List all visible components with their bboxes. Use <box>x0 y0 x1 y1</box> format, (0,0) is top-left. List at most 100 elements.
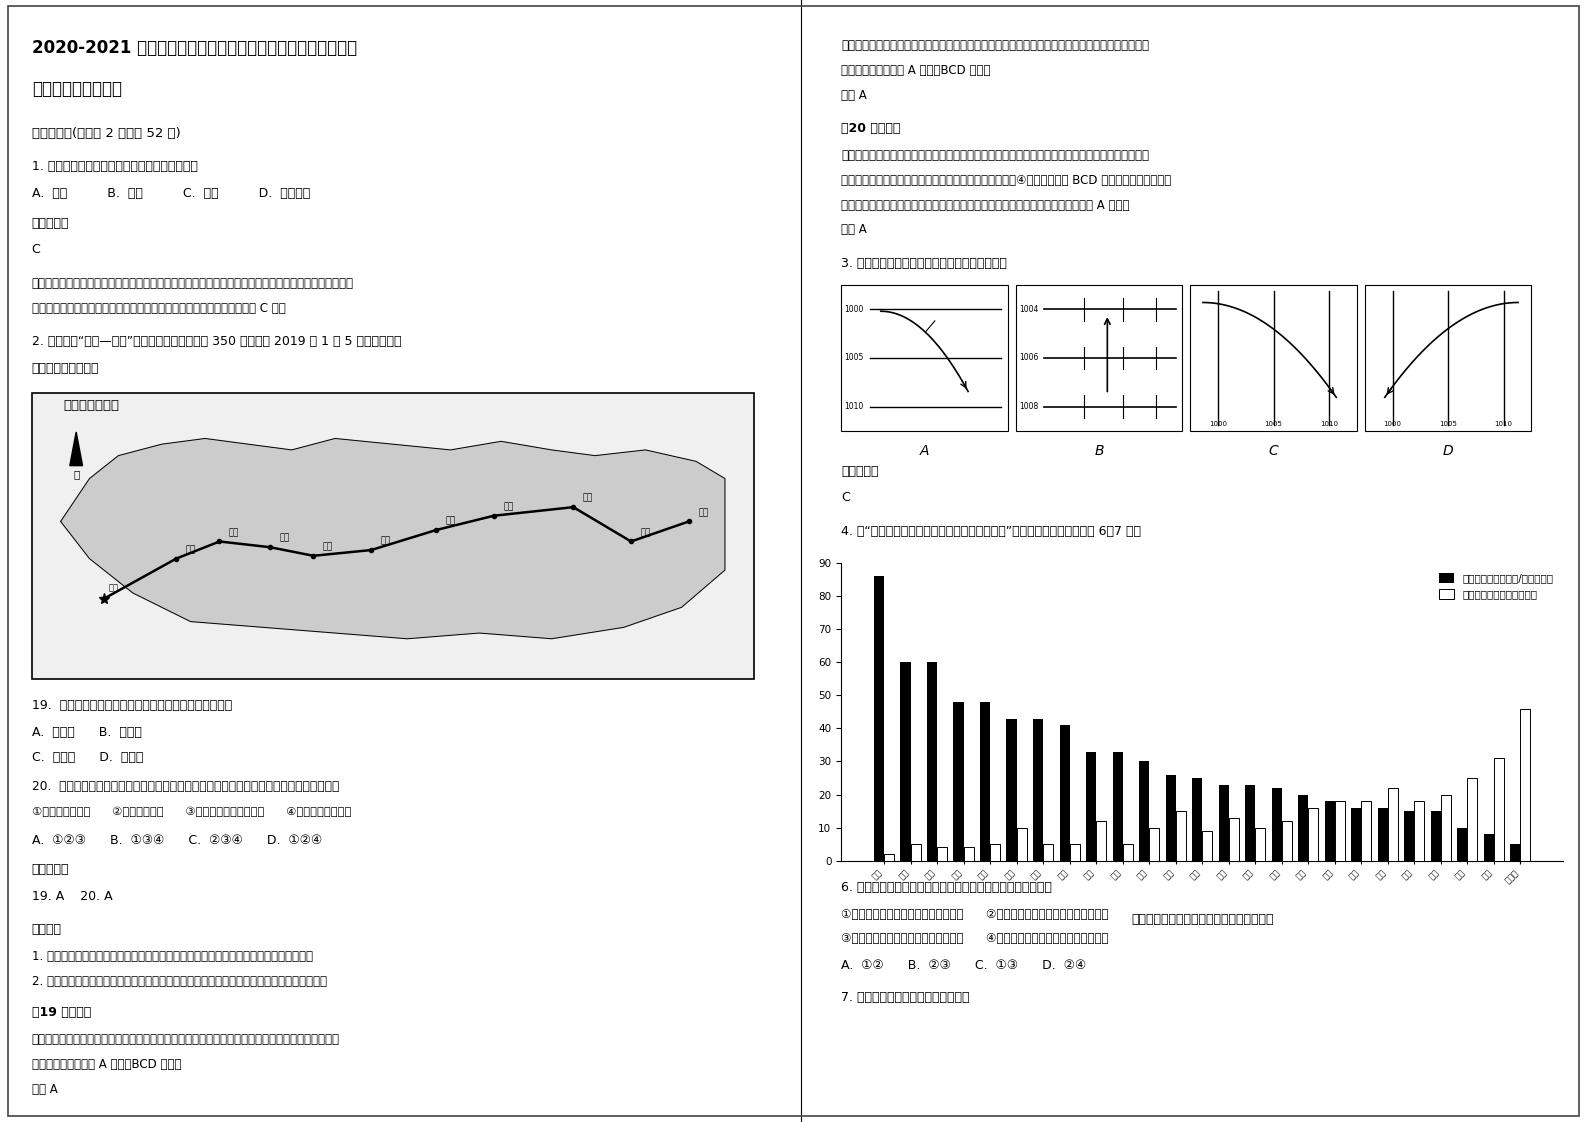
Bar <box>1192 778 1203 861</box>
Bar <box>900 662 911 861</box>
Bar <box>911 844 920 861</box>
Text: 4. 读“我国小学生人口密度和小学平均服务范围”图，结合所学知识，完成 6～7 题。: 4. 读“我国小学生人口密度和小学平均服务范围”图，结合所学知识，完成 6～7 … <box>841 525 1141 539</box>
Bar <box>1468 778 1477 861</box>
Bar <box>1086 752 1097 861</box>
Bar <box>1387 788 1398 861</box>
Bar <box>990 844 1000 861</box>
Bar <box>1351 808 1362 861</box>
Text: 1010: 1010 <box>1495 422 1512 427</box>
Text: 【20 题详解】: 【20 题详解】 <box>841 122 900 136</box>
Bar <box>1112 752 1122 861</box>
Text: 城市等级的划分标准是人口规模，京沈高铁途经阜新、朝阳、喀左、承德等经济欠发达地区，短期内: 城市等级的划分标准是人口规模，京沈高铁途经阜新、朝阳、喀左、承德等经济欠发达地区… <box>841 149 1149 163</box>
Text: B: B <box>1095 444 1103 458</box>
Text: C: C <box>841 491 851 505</box>
Bar <box>1325 801 1335 861</box>
Text: 故选 A: 故选 A <box>32 1083 57 1096</box>
Text: 朝阳: 朝阳 <box>381 536 390 545</box>
Text: 1. 本题考查交通运输发展的方向。现代交通运输的主要趋势是高速化、大型化、专业化。: 1. 本题考查交通运输发展的方向。现代交通运输的主要趋势是高速化、大型化、专业化… <box>32 950 313 964</box>
Text: 沈阳: 沈阳 <box>698 508 709 517</box>
Text: 7. 影响小学服务范围的关键性因素是: 7. 影响小学服务范围的关键性因素是 <box>841 991 970 1004</box>
Text: A.  气候          B.  资源          C.  政策          D.  经济收入: A. 气候 B. 资源 C. 政策 D. 经济收入 <box>32 187 309 201</box>
FancyBboxPatch shape <box>1365 285 1531 431</box>
Text: 我国铁路多次提速，高铁列车的运行速度快，体现了现代交通运输方式的高速化，不能体现专业化，: 我国铁路多次提速，高铁列车的运行速度快，体现了现代交通运输方式的高速化，不能体现… <box>841 39 1149 53</box>
Bar <box>1070 844 1079 861</box>
Bar <box>981 702 990 861</box>
Bar <box>1219 784 1228 861</box>
Text: 20.  京沈高铁途经阜新、朝阳、喀左、承德等经济欠发达地区，对这些地区产生的影响包括: 20. 京沈高铁途经阜新、朝阳、喀左、承德等经济欠发达地区，对这些地区产生的影响… <box>32 780 340 793</box>
Bar <box>874 577 884 861</box>
Text: 2. 本题考查京沈高铁对区域发展的意义，可以从经济意义、社会意义、政治意义等方面分析。: 2. 本题考查京沈高铁对区域发展的意义，可以从经济意义、社会意义、政治意义等方面… <box>32 975 327 988</box>
Bar <box>1378 808 1387 861</box>
Text: D: D <box>1443 444 1454 458</box>
Text: 1008: 1008 <box>1019 402 1038 411</box>
Text: 参考答案：: 参考答案： <box>841 465 879 478</box>
Bar <box>1043 844 1054 861</box>
Text: ③小学生人口密度小，小学服务范围大      ④小学生人口密度小，小学服务范围小: ③小学生人口密度小，小学服务范围大 ④小学生人口密度小，小学服务范围小 <box>841 932 1109 946</box>
Bar <box>884 854 893 861</box>
Text: 据此完成下列小题。: 据此完成下列小题。 <box>32 362 100 376</box>
Text: 综合化和大型化，故 A 正确，BCD 错误。: 综合化和大型化，故 A 正确，BCD 错误。 <box>32 1058 181 1072</box>
Text: A.  高速化      B.  大型化: A. 高速化 B. 大型化 <box>32 726 141 739</box>
Bar <box>1122 844 1133 861</box>
Bar <box>1362 801 1371 861</box>
Text: 平泉: 平泉 <box>279 534 290 543</box>
Bar <box>963 847 973 861</box>
Polygon shape <box>60 439 725 638</box>
Text: ①小学生人口密度大，小学服务范围小      ②小学生人口密度大，小学服务范围大: ①小学生人口密度大，小学服务范围小 ②小学生人口密度大，小学服务范围大 <box>841 908 1109 921</box>
Text: 1000: 1000 <box>1384 422 1401 427</box>
Text: 【分析】: 【分析】 <box>32 923 62 937</box>
Text: 6. 下列关于小学生人口密度与小学服务范围的叙述，正确的是: 6. 下列关于小学生人口密度与小学服务范围的叙述，正确的是 <box>841 881 1052 894</box>
Legend: 小学生人口密度（人/平方公里）, 小学服务范围（平方公里）: 小学生人口密度（人/平方公里）, 小学服务范围（平方公里） <box>1435 569 1558 604</box>
Bar <box>1441 794 1451 861</box>
Bar <box>936 847 947 861</box>
Text: 2020-2021 学年辽宁省朝阳市建平县八家农场中学高一地理下: 2020-2021 学年辽宁省朝阳市建平县八家农场中学高一地理下 <box>32 39 357 57</box>
Bar <box>1298 794 1308 861</box>
Text: A.  ①②③      B.  ①③④      C.  ②③④      D.  ①②④: A. ①②③ B. ①③④ C. ②③④ D. ①②④ <box>32 834 322 847</box>
Text: 1005: 1005 <box>844 353 863 362</box>
Text: 1. 我国科技人员大量迁往西部地区的主要原因是: 1. 我国科技人员大量迁往西部地区的主要原因是 <box>32 160 198 174</box>
Text: 学期期末试题含解析: 学期期末试题含解析 <box>32 80 122 98</box>
Text: 1000: 1000 <box>1209 422 1227 427</box>
Bar <box>1404 811 1414 861</box>
Bar <box>1033 718 1043 861</box>
Bar <box>1006 718 1017 861</box>
Bar <box>1060 725 1070 861</box>
Polygon shape <box>70 432 83 466</box>
FancyBboxPatch shape <box>1016 285 1182 431</box>
Text: A: A <box>920 444 928 458</box>
Text: 新民: 新民 <box>582 494 594 503</box>
Text: 黑山: 黑山 <box>641 528 651 537</box>
Bar <box>1271 788 1282 861</box>
FancyBboxPatch shape <box>32 393 754 679</box>
Bar <box>1308 808 1319 861</box>
Bar <box>1520 709 1530 861</box>
Text: 3. 下列四幅图能正确反映北半球近地面风向的是: 3. 下列四幅图能正确反映北半球近地面风向的是 <box>841 257 1008 270</box>
FancyBboxPatch shape <box>841 285 1008 431</box>
Text: 故选 A: 故选 A <box>841 223 867 237</box>
Bar <box>1431 811 1441 861</box>
Text: 北: 北 <box>73 469 79 479</box>
Bar <box>954 702 963 861</box>
Bar <box>1282 821 1292 861</box>
Text: 北京: 北京 <box>108 583 119 592</box>
Bar <box>1203 831 1212 861</box>
Bar <box>927 662 936 861</box>
Text: ①加速城市化进程      ②促进产业升级      ③带动沿线地区经济发展      ④城市等级迅速提升: ①加速城市化进程 ②促进产业升级 ③带动沿线地区经济发展 ④城市等级迅速提升 <box>32 807 351 817</box>
Text: C: C <box>1268 444 1279 458</box>
Text: 1006: 1006 <box>1019 353 1038 362</box>
Text: 本题考查人口迁移。我国东南沿海地区吸引民工迁入主要是由于东南沿海地区经济较发达，就业机会多，: 本题考查人口迁移。我国东南沿海地区吸引民工迁入主要是由于东南沿海地区经济较发达，… <box>32 277 354 291</box>
Text: 1005: 1005 <box>1265 422 1282 427</box>
Text: 参考答案：: 参考答案： <box>32 863 70 876</box>
Text: 一、选择题(每小题 2 分，共 52 分): 一、选择题(每小题 2 分，共 52 分) <box>32 127 181 140</box>
Bar <box>1335 801 1344 861</box>
Text: 1000: 1000 <box>844 305 863 314</box>
Bar <box>1246 784 1255 861</box>
Text: 不会使当地人口迅速增加，故不能使城市等级迅速提升，④错误，故排除 BCD 选项，京沈高铁途经这: 不会使当地人口迅速增加，故不能使城市等级迅速提升，④错误，故排除 BCD 选项，… <box>841 174 1171 187</box>
Text: 我国铁路多次提速，高铁列车的运行速度快，体现了现代交通运输方式的高速化，不能体现专业化，: 我国铁路多次提速，高铁列车的运行速度快，体现了现代交通运输方式的高速化，不能体现… <box>32 1033 340 1047</box>
Text: 承德: 承德 <box>229 528 240 537</box>
Bar <box>1149 828 1159 861</box>
Text: 兴隆: 兴隆 <box>186 545 195 554</box>
Bar <box>1139 762 1149 861</box>
Bar <box>1457 828 1468 861</box>
Bar <box>1484 834 1493 861</box>
